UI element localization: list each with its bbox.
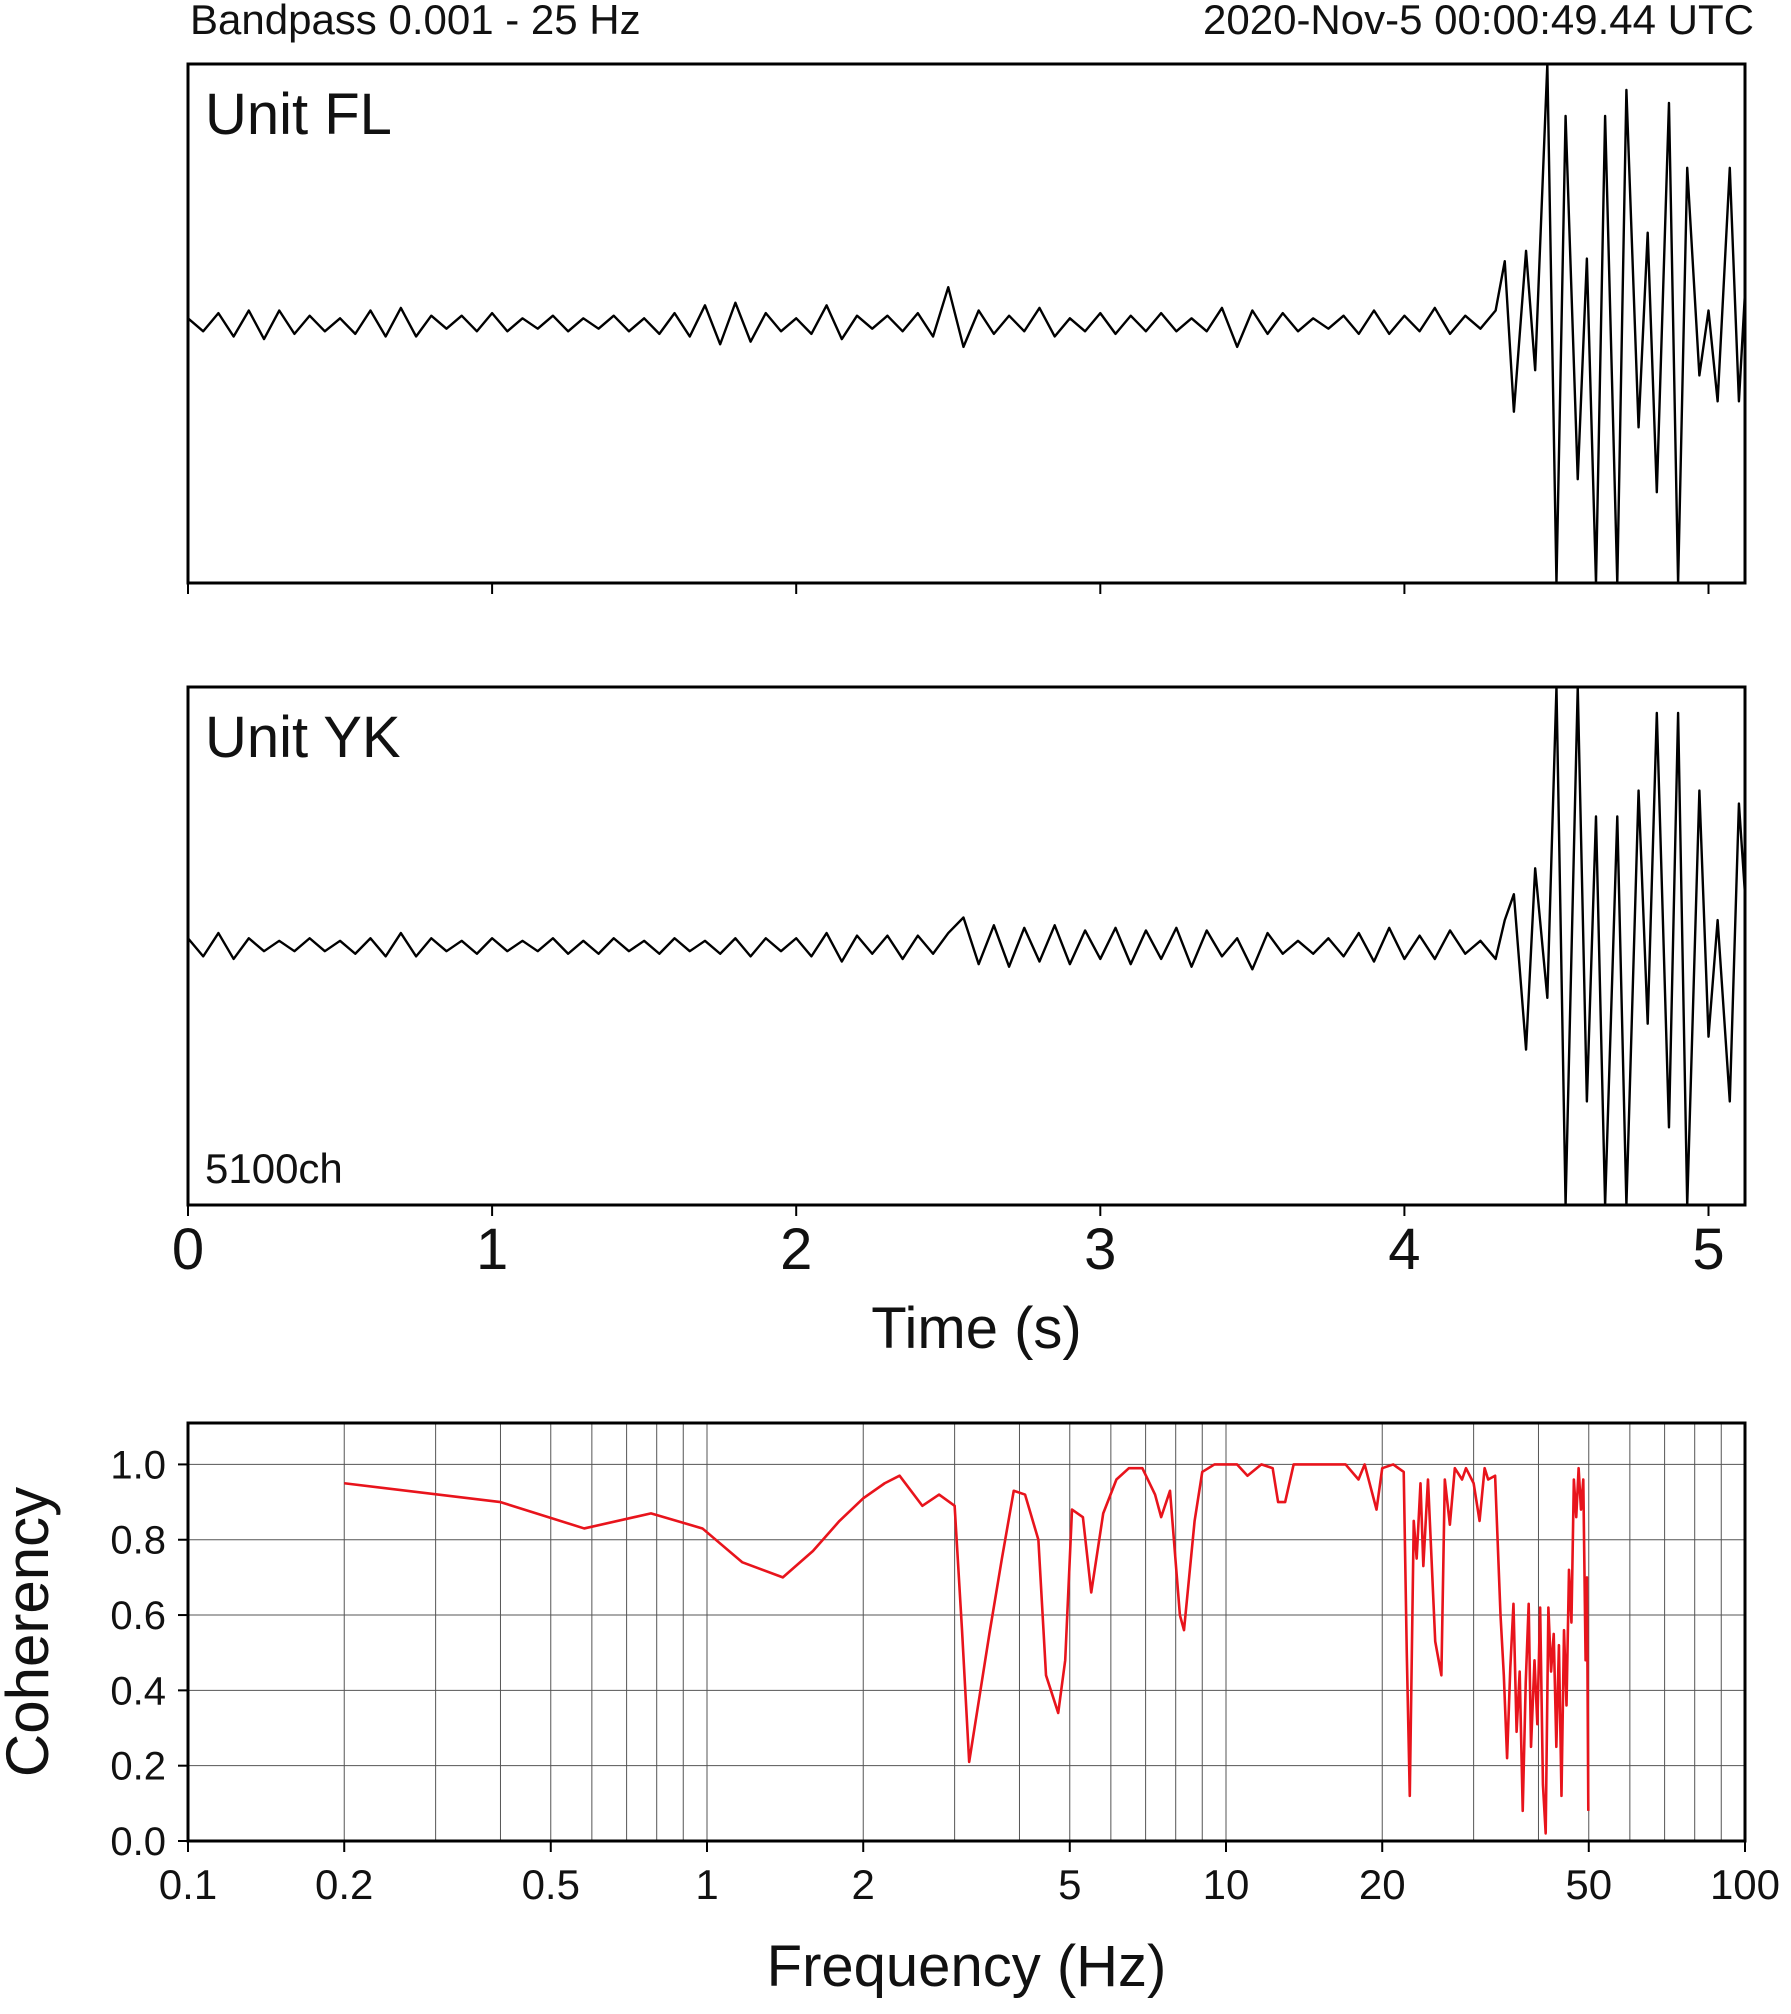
x-tick-label: 1 xyxy=(695,1861,718,1908)
y-tick-label: 0.2 xyxy=(110,1745,166,1789)
x-tick-label: 3 xyxy=(1084,1217,1116,1282)
x-tick-label: 50 xyxy=(1565,1861,1612,1908)
y-tick-label: 0.8 xyxy=(110,1519,166,1563)
series-line xyxy=(344,1463,1590,1835)
x-axis-label: Frequency (Hz) xyxy=(767,1934,1167,1999)
x-tick-label: 5 xyxy=(1058,1861,1081,1908)
x-tick-label: 10 xyxy=(1203,1861,1250,1908)
panel-title: Unit YK xyxy=(205,705,401,770)
x-tick-label: 0.1 xyxy=(159,1861,217,1908)
x-tick-label: 1 xyxy=(476,1217,508,1282)
y-tick-label: 0.0 xyxy=(110,1820,166,1864)
header-right: 2020-Nov-5 00:00:49.44 UTC xyxy=(1203,0,1754,43)
panel-annotation: 5100ch xyxy=(205,1145,343,1192)
panel-title: Unit FL xyxy=(205,82,392,147)
x-tick-label: 0.2 xyxy=(315,1861,373,1908)
x-tick-label: 4 xyxy=(1388,1217,1420,1282)
y-axis-label: Coherency xyxy=(0,1487,61,1777)
x-tick-label: 0 xyxy=(172,1217,204,1282)
y-tick-label: 0.4 xyxy=(110,1669,166,1713)
plot-frame xyxy=(186,1421,1747,1843)
y-tick-label: 0.6 xyxy=(110,1594,166,1638)
x-tick-label: 5 xyxy=(1692,1217,1724,1282)
x-tick-label: 100 xyxy=(1710,1861,1780,1908)
x-tick-label: 0.5 xyxy=(522,1861,580,1908)
x-tick-label: 20 xyxy=(1359,1861,1406,1908)
series-line xyxy=(188,64,1745,583)
x-axis-label: Time (s) xyxy=(871,1296,1081,1361)
plot-frame xyxy=(186,62,1747,585)
x-tick-label: 2 xyxy=(852,1861,875,1908)
x-tick-label: 2 xyxy=(780,1217,812,1282)
series-line xyxy=(188,687,1745,1205)
plot-frame xyxy=(186,685,1747,1207)
y-tick-label: 1.0 xyxy=(110,1443,166,1487)
header-left: Bandpass 0.001 - 25 Hz xyxy=(190,0,641,43)
